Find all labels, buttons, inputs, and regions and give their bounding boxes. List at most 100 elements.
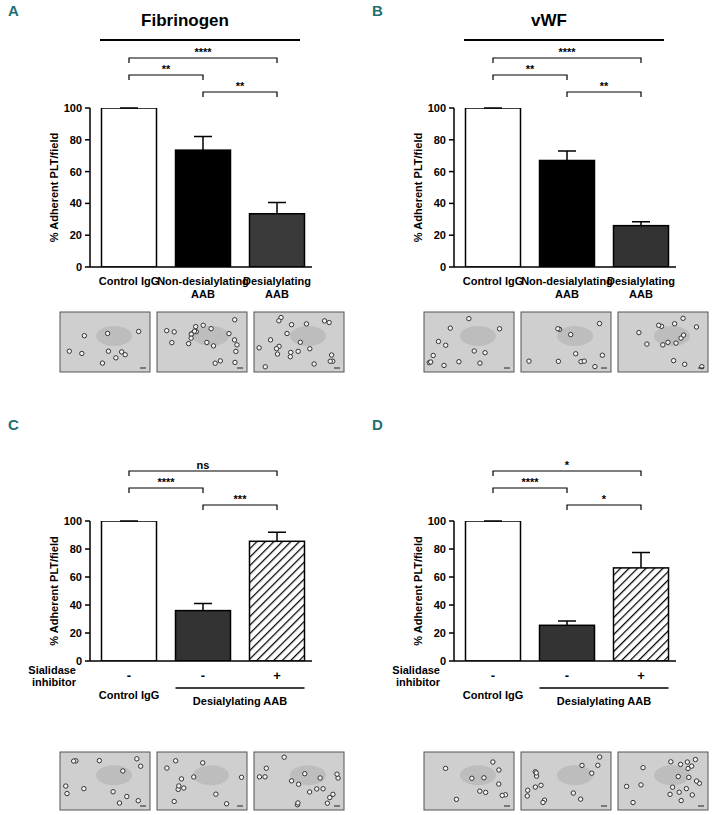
micrograph bbox=[521, 312, 611, 372]
figure: AFibrinogen020406080100% Adherent PLT/fi… bbox=[0, 0, 728, 815]
y-tick bbox=[85, 632, 90, 634]
platelet bbox=[97, 758, 101, 762]
error-bar bbox=[194, 604, 212, 611]
platelet bbox=[325, 801, 329, 805]
platelet bbox=[679, 798, 683, 802]
sign: - bbox=[565, 668, 569, 683]
platelet bbox=[639, 783, 643, 787]
platelet bbox=[209, 326, 213, 330]
x-tick-label: DesialylatingAAB bbox=[607, 275, 675, 300]
platelet bbox=[539, 783, 543, 787]
panel: BvWF020406080100% Adherent PLT/fieldCont… bbox=[372, 2, 708, 372]
micrograph-shade bbox=[96, 765, 132, 785]
platelet bbox=[117, 801, 121, 805]
scale-bar bbox=[601, 368, 607, 369]
y-tick-label: 60 bbox=[434, 571, 446, 583]
platelet bbox=[315, 787, 319, 791]
panel: D020406080100% Adherent PLT/fieldControl… bbox=[372, 416, 708, 810]
y-tick-label: 0 bbox=[76, 655, 82, 667]
bar bbox=[102, 108, 157, 267]
scale-bar bbox=[504, 368, 510, 369]
sig-bracket bbox=[567, 505, 641, 510]
sig-label: * bbox=[565, 459, 570, 471]
panel: C020406080100% Adherent PLT/fieldControl… bbox=[8, 416, 344, 810]
micrograph-shade bbox=[654, 326, 690, 346]
micrograph bbox=[254, 312, 344, 372]
platelet bbox=[263, 365, 267, 369]
platelet bbox=[65, 791, 69, 795]
error-bar bbox=[120, 107, 138, 109]
platelet bbox=[534, 771, 538, 775]
y-tick-label: 100 bbox=[428, 102, 446, 114]
platelet bbox=[232, 338, 236, 342]
sig-label: **** bbox=[558, 46, 576, 58]
micrograph-shade bbox=[290, 326, 326, 346]
scale-bar bbox=[140, 368, 146, 369]
platelet bbox=[328, 795, 332, 799]
y-tick bbox=[85, 520, 90, 522]
error-bar bbox=[558, 151, 576, 161]
platelet bbox=[641, 766, 645, 770]
y-tick bbox=[449, 107, 454, 109]
platelet bbox=[239, 775, 243, 779]
platelet bbox=[304, 322, 308, 326]
x-tick-label: Non-desialylatingAAB bbox=[157, 275, 249, 300]
platelet bbox=[138, 764, 142, 768]
platelet bbox=[526, 788, 530, 792]
platelet bbox=[289, 322, 293, 326]
platelet bbox=[668, 792, 672, 796]
sig-bracket bbox=[129, 488, 203, 493]
platelet bbox=[200, 761, 204, 765]
y-tick-label: 60 bbox=[70, 166, 82, 178]
platelet bbox=[637, 330, 641, 334]
micrograph-frame bbox=[424, 752, 514, 810]
platelet bbox=[234, 349, 238, 353]
label-line: Control IgG bbox=[463, 275, 524, 287]
platelet bbox=[289, 350, 293, 354]
y-tick bbox=[449, 266, 454, 268]
platelet bbox=[482, 776, 486, 780]
y-axis bbox=[89, 108, 91, 267]
x-axis bbox=[90, 660, 312, 662]
platelet bbox=[194, 324, 198, 328]
x-tick-label: Control IgG bbox=[463, 275, 524, 287]
platelet bbox=[690, 793, 694, 797]
platelet bbox=[214, 792, 218, 796]
platelet bbox=[478, 361, 482, 365]
platelet bbox=[263, 775, 267, 779]
micrograph-frame bbox=[521, 312, 611, 372]
platelet bbox=[211, 344, 215, 348]
platelet bbox=[674, 341, 678, 345]
y-tick bbox=[85, 266, 90, 268]
y-tick bbox=[449, 576, 454, 578]
sign: + bbox=[273, 668, 281, 683]
y-axis-label: % Adherent PLT/field bbox=[48, 133, 60, 242]
y-tick bbox=[85, 107, 90, 109]
sign: - bbox=[491, 668, 495, 683]
platelet bbox=[669, 760, 673, 764]
platelet bbox=[227, 331, 231, 335]
platelet bbox=[597, 321, 601, 325]
platelet bbox=[681, 316, 685, 320]
platelet bbox=[569, 332, 573, 336]
platelet bbox=[327, 320, 331, 324]
sig-label: ** bbox=[600, 80, 609, 92]
platelet bbox=[624, 784, 628, 788]
y-tick-label: 60 bbox=[70, 571, 82, 583]
platelet bbox=[694, 779, 698, 783]
platelet bbox=[274, 346, 278, 350]
micrograph-frame bbox=[157, 752, 247, 810]
micrograph bbox=[618, 752, 708, 810]
micrograph-shade bbox=[654, 765, 690, 785]
platelet bbox=[105, 331, 109, 335]
y-tick-label: 40 bbox=[434, 197, 446, 209]
platelet bbox=[685, 760, 689, 764]
scale-bar bbox=[140, 806, 146, 807]
y-tick-label: 0 bbox=[440, 655, 446, 667]
platelet bbox=[693, 757, 697, 761]
y-tick bbox=[85, 139, 90, 141]
bar bbox=[466, 108, 521, 267]
platelet bbox=[683, 362, 687, 366]
platelet bbox=[201, 323, 205, 327]
error-bar bbox=[484, 520, 502, 522]
